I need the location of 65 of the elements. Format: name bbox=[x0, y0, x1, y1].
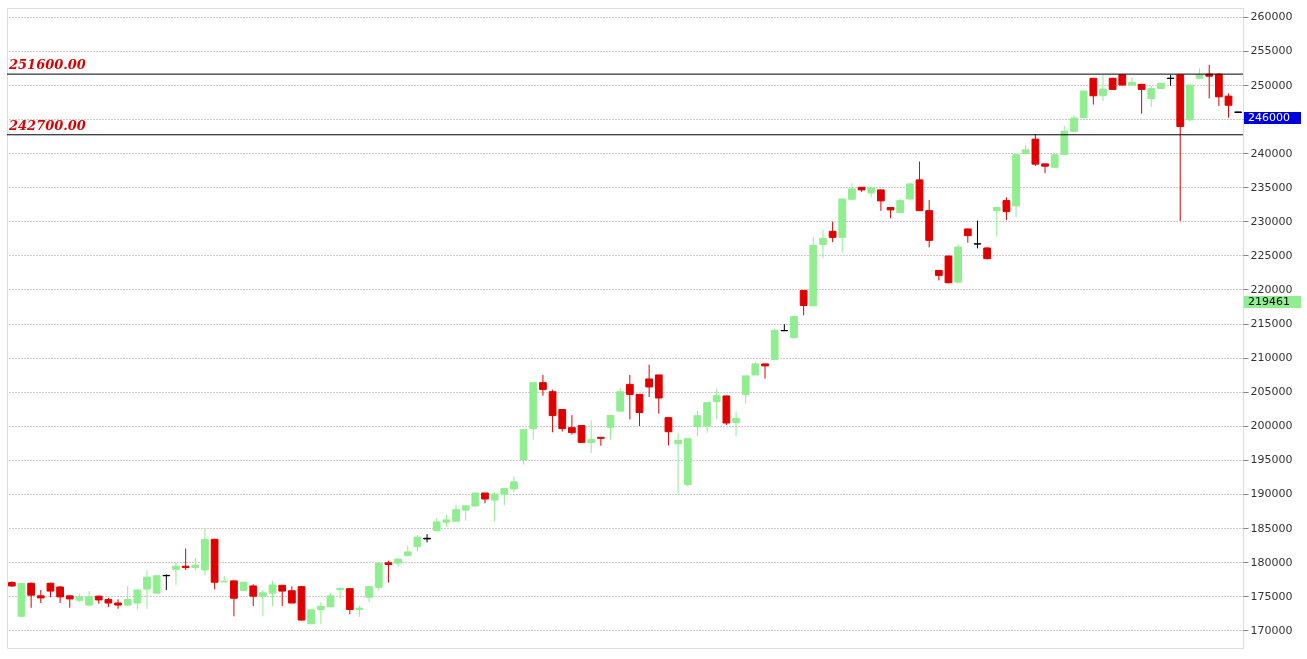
candlestick bbox=[345, 587, 354, 615]
ref-line-label: 242700.00 bbox=[8, 117, 86, 133]
candlestick bbox=[114, 598, 122, 610]
candlestick bbox=[143, 569, 151, 610]
candlestick bbox=[992, 206, 1001, 238]
candlestick bbox=[181, 547, 190, 571]
candlestick bbox=[259, 589, 267, 617]
candlestick bbox=[596, 436, 605, 447]
candlestick bbox=[761, 363, 769, 380]
candlestick bbox=[172, 562, 180, 586]
ref-line-label: 251600.00 bbox=[8, 57, 86, 73]
y-tick-label: 170000 bbox=[1250, 623, 1293, 637]
candlestick bbox=[654, 374, 663, 415]
y-tick-label: 225000 bbox=[1250, 248, 1293, 262]
candlestick bbox=[152, 574, 161, 594]
y-tick-label: 250000 bbox=[1250, 78, 1293, 92]
candlestick bbox=[336, 586, 345, 599]
candlestick bbox=[423, 533, 431, 543]
candlestick bbox=[1041, 163, 1049, 174]
y-tick-label: 175000 bbox=[1250, 589, 1293, 603]
candlestick bbox=[799, 289, 808, 316]
candlestick bbox=[249, 583, 258, 607]
text: 246000 bbox=[1248, 111, 1290, 124]
y-tick-label: 230000 bbox=[1250, 214, 1293, 228]
candlestick bbox=[1002, 196, 1011, 221]
text: 219461 bbox=[1248, 295, 1290, 308]
y-tick-label: 220000 bbox=[1250, 282, 1293, 296]
candlestick bbox=[693, 410, 702, 437]
candlestick bbox=[27, 582, 36, 609]
candlestick bbox=[828, 221, 837, 243]
candlestick bbox=[732, 410, 740, 437]
candlestick bbox=[568, 414, 576, 436]
candlestick bbox=[819, 229, 827, 259]
candlestick bbox=[664, 417, 673, 446]
candlestick bbox=[973, 220, 982, 249]
candlestick bbox=[674, 432, 682, 495]
candlestick bbox=[539, 374, 547, 397]
candlestick bbox=[1147, 85, 1156, 108]
y-tick-label: 185000 bbox=[1250, 521, 1293, 535]
candlestick bbox=[230, 580, 238, 617]
candlestick bbox=[1089, 77, 1098, 106]
y-tick-label: 260000 bbox=[1250, 10, 1293, 24]
candlestick bbox=[1099, 74, 1107, 102]
candlestick bbox=[712, 388, 721, 420]
y-tick-label: 205000 bbox=[1250, 385, 1293, 399]
candlestick bbox=[645, 364, 654, 398]
candlestick bbox=[703, 402, 711, 434]
y-tick-label: 195000 bbox=[1250, 453, 1293, 467]
candlestick bbox=[587, 419, 596, 454]
y-tick-label: 190000 bbox=[1250, 487, 1293, 501]
y-tick-label: 215000 bbox=[1250, 317, 1293, 331]
y-tick-label: 240000 bbox=[1250, 146, 1293, 160]
y-tick-label: 210000 bbox=[1250, 351, 1293, 365]
y-tick-label: 180000 bbox=[1250, 555, 1293, 569]
candlestick bbox=[877, 189, 885, 212]
candlestick bbox=[384, 560, 393, 584]
candlestick bbox=[1128, 76, 1136, 86]
y-tick-label: 255000 bbox=[1250, 44, 1293, 58]
candlestick bbox=[1137, 83, 1146, 115]
candlestick bbox=[616, 387, 625, 412]
candlestick bbox=[268, 580, 277, 607]
candlestick bbox=[606, 414, 615, 441]
candlestick bbox=[790, 315, 798, 339]
y-tick-label: 235000 bbox=[1250, 180, 1293, 194]
y-tick-label: 200000 bbox=[1250, 419, 1293, 433]
